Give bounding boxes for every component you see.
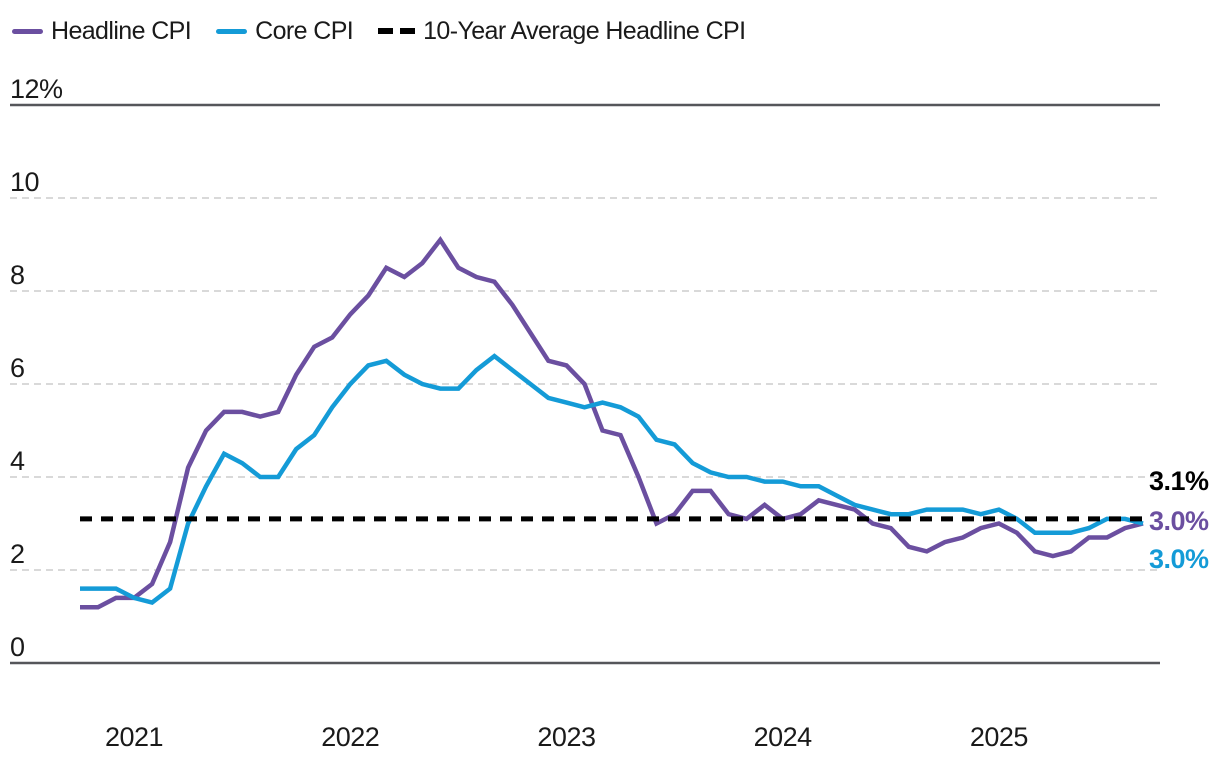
y-tick-label: 10 [10,167,40,197]
y-tick-label: 4 [10,446,25,476]
core-cpi-line-swatch-icon [216,28,248,34]
y-tick-label: 12% [10,74,63,104]
legend-item-core-cpi: Core CPI [216,16,354,46]
y-tick-label: 8 [10,260,25,290]
headline-cpi-line [80,236,1144,610]
x-tick-label: 2024 [753,722,813,752]
dashed-line-swatch-icon [378,28,416,34]
chart-legend: Headline CPI Core CPI 10-Year Average He… [12,16,770,46]
y-tick-label: 6 [10,353,25,383]
core-cpi-line [80,353,1144,605]
x-tick-label: 2023 [537,722,596,752]
legend-label-10yr-average: 10-Year Average Headline CPI [423,16,746,45]
legend-label-core-cpi: Core CPI [255,16,354,45]
end-label-10yr-average: 3.1% [1149,466,1209,496]
end-label-headline-cpi: 3.0% [1149,506,1209,536]
legend-label-headline-cpi: Headline CPI [51,16,192,45]
legend-item-10yr-average: 10-Year Average Headline CPI [378,16,746,46]
x-tick-label: 2022 [321,722,380,752]
y-tick-label: 2 [10,539,25,569]
x-tick-label: 2025 [969,722,1029,752]
x-tick-label: 2021 [105,722,164,752]
legend-item-headline-cpi: Headline CPI [12,16,192,46]
end-label-core-cpi: 3.0% [1149,544,1209,574]
headline-cpi-line-swatch-icon [12,28,43,34]
y-tick-label: 0 [10,632,25,662]
